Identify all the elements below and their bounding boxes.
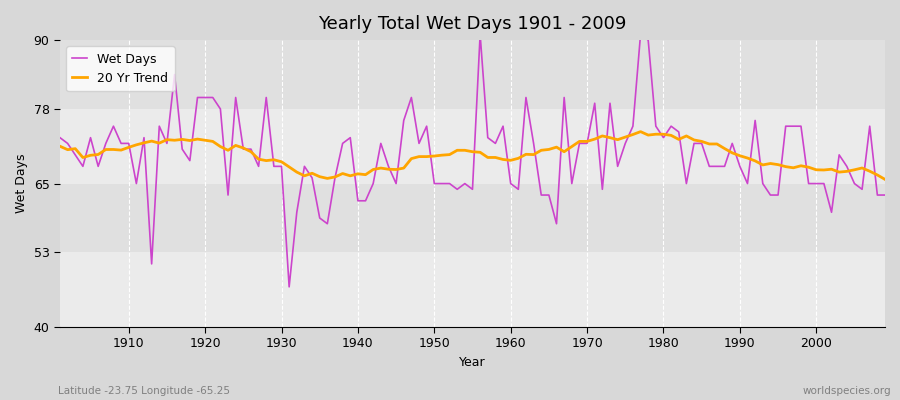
- Text: worldspecies.org: worldspecies.org: [803, 386, 891, 396]
- X-axis label: Year: Year: [459, 356, 486, 369]
- Wet Days: [513, 187, 524, 192]
- 20 Yr Trend: [879, 177, 890, 182]
- 20 Yr Trend: [597, 134, 608, 138]
- Wet Days: [612, 164, 623, 169]
- Wet Days: [474, 32, 485, 37]
- 20 Yr Trend: [505, 158, 516, 163]
- 20 Yr Trend: [284, 164, 294, 169]
- 20 Yr Trend: [498, 157, 508, 162]
- Wet Days: [520, 95, 531, 100]
- Line: Wet Days: Wet Days: [60, 34, 885, 287]
- Bar: [60, 40, 885, 109]
- Bar: [60, 252, 885, 327]
- 20 Yr Trend: [116, 148, 127, 152]
- Text: Latitude -23.75 Longitude -65.25: Latitude -23.75 Longitude -65.25: [58, 386, 230, 396]
- Y-axis label: Wet Days: Wet Days: [15, 154, 28, 213]
- Wet Days: [292, 210, 302, 215]
- 20 Yr Trend: [329, 174, 340, 179]
- Bar: [60, 184, 885, 252]
- 20 Yr Trend: [55, 144, 66, 149]
- Title: Yearly Total Wet Days 1901 - 2009: Yearly Total Wet Days 1901 - 2009: [319, 15, 626, 33]
- Line: 20 Yr Trend: 20 Yr Trend: [60, 132, 885, 179]
- Wet Days: [879, 193, 890, 198]
- Wet Days: [55, 135, 66, 140]
- Legend: Wet Days, 20 Yr Trend: Wet Days, 20 Yr Trend: [67, 46, 175, 91]
- Bar: [60, 109, 885, 184]
- Wet Days: [116, 141, 127, 146]
- Wet Days: [338, 141, 348, 146]
- 20 Yr Trend: [635, 129, 646, 134]
- Wet Days: [284, 284, 294, 289]
